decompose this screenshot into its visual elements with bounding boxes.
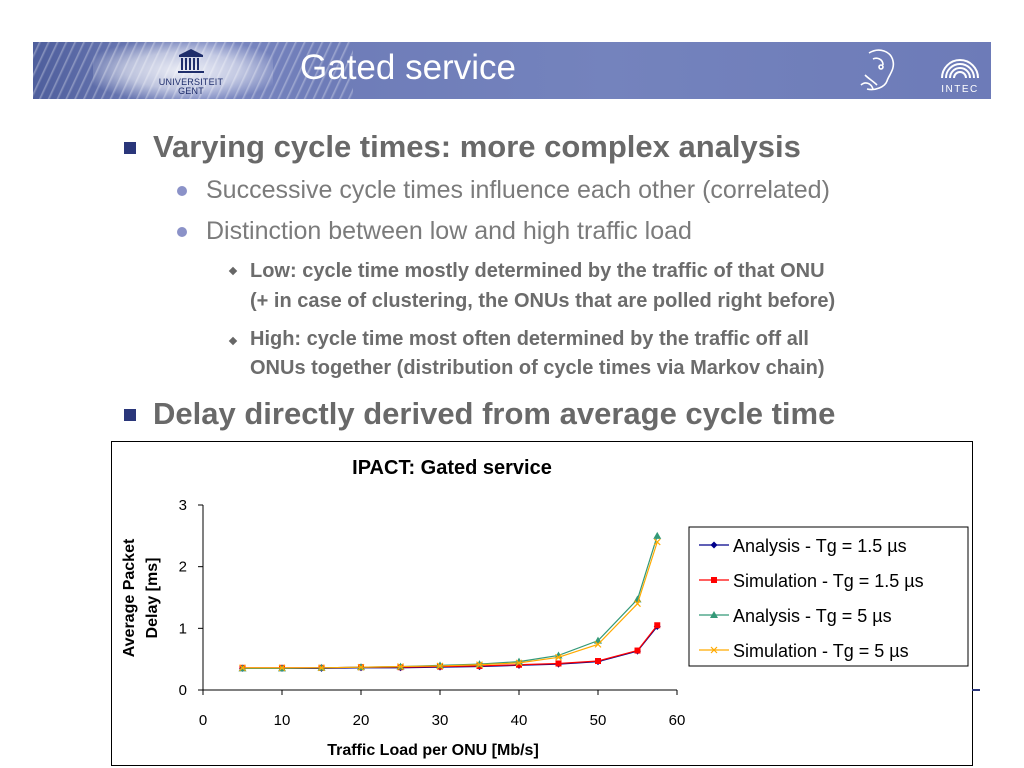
data-point [357, 663, 365, 671]
bullet-level3-line: ONUs together (distribution of cycle tim… [250, 357, 825, 379]
data-point [595, 658, 601, 665]
bullet-level1: Varying cycle times: more complex analys… [153, 129, 801, 164]
bullet-level3-line: (+ in case of clustering, the ONUs that … [250, 290, 836, 312]
data-point [318, 664, 325, 672]
data-point [515, 659, 523, 667]
y-tick-label: 0 [179, 682, 187, 699]
x-tick-label: 30 [432, 712, 449, 729]
data-point [278, 664, 286, 672]
bullet-dot [177, 186, 187, 196]
x-tick-label: 40 [511, 712, 528, 729]
legend-label: Simulation - Tg = 5 µs [733, 641, 909, 661]
bullet-level2: Successive cycle times influence each ot… [206, 176, 830, 204]
y-tick-label: 2 [179, 559, 187, 576]
data-point [516, 661, 522, 668]
intec-logo-icon: INTEC [941, 59, 979, 95]
bullet-level3-line: Low: cycle time mostly determined by the… [250, 260, 825, 282]
data-point [594, 640, 602, 648]
slide-title: Gated service [300, 48, 516, 87]
decorative-dash [972, 689, 980, 691]
bullet-level1: Delay directly derived from average cycl… [153, 396, 836, 431]
data-point [634, 647, 641, 654]
series-line [242, 541, 658, 669]
ugent-logo-text: UNIVERSITEIT GENT [151, 78, 231, 96]
y-tick-label: 3 [179, 497, 187, 514]
ugent-logo-line2: GENT [178, 86, 204, 96]
legend-marker [711, 577, 717, 583]
data-point [555, 660, 562, 667]
legend-label: Analysis - Tg = 5 µs [733, 606, 892, 626]
legend-marker [710, 646, 718, 654]
series-2 [238, 531, 662, 672]
x-tick-label: 10 [274, 712, 291, 729]
banner-highlight [93, 42, 273, 99]
data-point [436, 661, 444, 669]
ugent-logo: UNIVERSITEIT GENT [151, 46, 231, 96]
legend-marker [710, 611, 718, 618]
data-point [436, 662, 444, 670]
x-tick-label: 20 [353, 712, 370, 729]
legend-box [688, 526, 969, 667]
y-axis-label-line1: Average Packet [121, 538, 138, 657]
bullet-square [124, 409, 136, 421]
data-point [653, 531, 662, 539]
x-tick-label: 0 [199, 712, 207, 729]
legend-label: Analysis - Tg = 1.5 µs [733, 536, 907, 556]
chart-title: IPACT: Gated service [352, 457, 552, 479]
data-point [397, 663, 404, 670]
legend-label: Simulation - Tg = 1.5 µs [733, 571, 924, 591]
series-line [242, 535, 658, 670]
bullet-dot [177, 227, 187, 237]
bullet-square [124, 142, 136, 154]
y-tick-label: 1 [179, 620, 187, 637]
data-point [633, 595, 642, 603]
x-tick-label: 60 [669, 712, 686, 729]
data-point [239, 664, 246, 672]
athena-head-icon [860, 49, 895, 91]
intec-logo-text: INTEC [941, 84, 979, 95]
y-axis-label-line2: Delay [ms] [144, 558, 161, 639]
bullet-level3-line: High: cycle time most often determined b… [250, 328, 809, 350]
data-point [653, 538, 661, 546]
data-point [634, 600, 641, 608]
data-point [476, 661, 483, 669]
x-axis-label: Traffic Load per ONU [Mb/s] [327, 742, 539, 759]
series-1 [239, 622, 661, 671]
series-3 [239, 538, 661, 672]
data-point [654, 622, 661, 629]
ugent-logo-line1: UNIVERSITEIT [158, 77, 224, 87]
header-banner: UNIVERSITEIT GENT INTEC [33, 42, 991, 99]
bullet-level2: Distinction between low and high traffic… [206, 217, 692, 245]
x-tick-label: 50 [590, 712, 607, 729]
data-point [555, 653, 562, 661]
ugent-building-icon [178, 49, 204, 73]
legend-marker [710, 541, 718, 549]
